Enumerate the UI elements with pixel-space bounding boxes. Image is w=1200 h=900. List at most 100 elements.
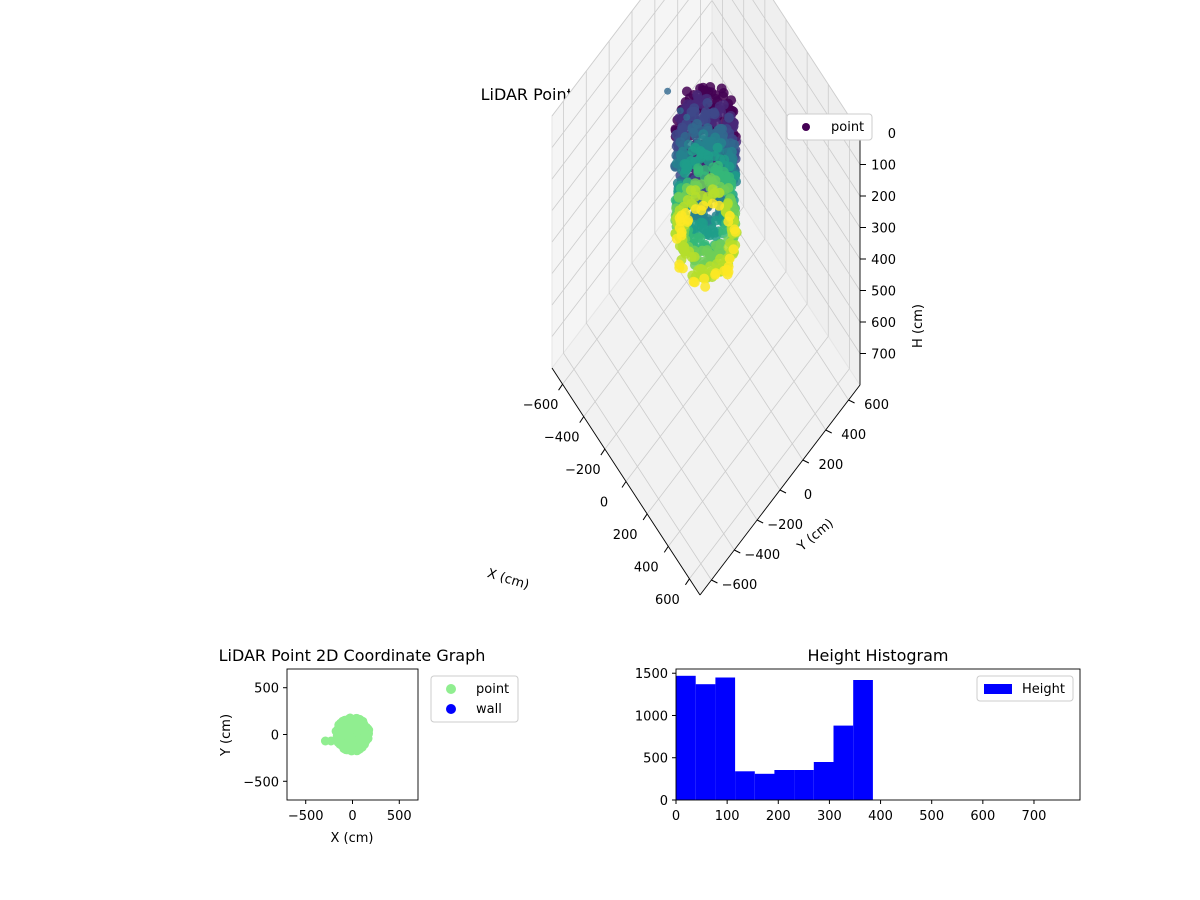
chart-3d-x-tick <box>579 416 585 423</box>
histogram-x-tick-label: 700 <box>1022 809 1047 824</box>
chart-3d-point <box>687 146 698 157</box>
chart-3d-legend: point <box>786 113 873 141</box>
chart-3d-grid-line <box>731 0 861 197</box>
chart-2d-outlier-point <box>331 735 341 745</box>
chart-3d-point <box>700 281 711 292</box>
chart-2d-y-tick-label: 500 <box>254 682 279 697</box>
chart-2d-point <box>331 726 341 736</box>
chart-3d-grid-line <box>711 0 861 228</box>
histogram-legend-label: Height <box>1022 682 1065 697</box>
chart-3d-outlier-point <box>676 107 684 115</box>
chart-2d-legend-label-wall: wall <box>476 702 502 717</box>
histogram-x-tick-label: 200 <box>766 809 791 824</box>
chart-3d-y-tick <box>779 489 787 494</box>
chart-3d-point <box>714 200 725 211</box>
chart-3d-point <box>710 269 721 280</box>
chart-3d-point <box>680 131 691 142</box>
chart-3d-point <box>696 205 707 216</box>
histogram-ticks: 0 100 200 300 400 500 600 700 0 500 1000 1500 <box>635 667 1046 824</box>
histogram-bar <box>833 725 854 800</box>
chart-2d-point <box>343 732 353 742</box>
chart-3d-grid-line <box>551 0 641 117</box>
chart-3d-point <box>724 112 734 123</box>
chart-3d-x-tick <box>558 383 563 391</box>
chart-3d-point <box>718 91 728 102</box>
chart-3d-grid-line <box>551 31 713 243</box>
chart-3d-points <box>664 82 742 292</box>
histogram-bar <box>715 677 736 800</box>
histogram-bar <box>774 770 795 800</box>
chart-2d-y-tick-label: 0 <box>271 729 279 744</box>
chart-3d-z-tick-label: 100 <box>871 159 896 174</box>
chart-3d-grid-line <box>551 0 713 211</box>
chart-3d-y-tick <box>711 579 718 584</box>
chart-3d-outlier-point <box>683 113 691 121</box>
chart-2d-legend-label-point: point <box>476 682 509 697</box>
chart-3d-y-tick-label: −400 <box>744 548 780 563</box>
chart-3d-x-tick-label: −600 <box>523 398 559 413</box>
chart-3d-z-tick-label: 500 <box>871 285 896 300</box>
chart-2d: LiDAR Point 2D Coordinate Graph −500 0 500… <box>219 646 519 846</box>
chart-3d-point <box>702 98 713 108</box>
histogram-bar <box>794 770 814 800</box>
chart-2d-x-tick-label: −500 <box>288 809 324 824</box>
chart-2d-legend-marker-point <box>446 684 456 694</box>
histogram-frame <box>675 668 1081 801</box>
chart-3d-grid-line <box>563 352 712 581</box>
chart-3d-x-tick <box>663 546 669 553</box>
chart-3d: LiDAR Point 3D Coordinate Graph −600−400… <box>481 0 926 608</box>
histogram-bars <box>676 675 873 800</box>
chart-3d-point <box>724 210 735 221</box>
histogram-bar <box>735 771 755 800</box>
chart-2d-title: LiDAR Point 2D Coordinate Graph <box>219 646 486 665</box>
chart-3d-point <box>718 225 729 235</box>
chart-3d-point <box>729 224 740 235</box>
chart-2d-point <box>358 734 368 744</box>
histogram-bar <box>695 684 716 800</box>
histogram-bar <box>853 680 873 800</box>
histogram-legend-box <box>976 675 1074 702</box>
histogram-x-tick-label: 500 <box>919 809 944 824</box>
chart-2d-points <box>320 713 374 756</box>
chart-3d-point <box>677 122 688 133</box>
chart-3d-point <box>699 273 710 284</box>
chart-3d-y-tick-label: 200 <box>818 458 843 473</box>
chart-3d-point <box>682 217 693 227</box>
chart-3d-grid-line <box>551 0 689 180</box>
chart-2d-x-tick-label: 0 <box>348 809 356 824</box>
chart-3d-z-tick-label: 400 <box>871 253 896 268</box>
chart-3d-y-tick <box>802 459 810 464</box>
chart-3d-z-tick-label: 0 <box>888 127 896 142</box>
chart-3d-legend-marker-point <box>802 123 810 131</box>
chart-2d-ticks: −500 0 500 −500 0 500 <box>243 682 411 824</box>
chart-2d-x-tick-label: 500 <box>387 809 412 824</box>
chart-2d-xlabel: X (cm) <box>331 831 374 846</box>
histogram-bar <box>676 675 696 800</box>
chart-3d-x-tick <box>600 448 606 456</box>
chart-3d-point <box>676 227 687 238</box>
chart-3d-x-tick-label: 400 <box>634 560 659 575</box>
chart-3d-z-tick-label: 300 <box>871 222 896 237</box>
chart-2d-ylabel: Y (cm) <box>219 714 234 757</box>
chart-3d-point <box>679 246 690 257</box>
histogram-y-tick-label: 500 <box>643 752 668 767</box>
chart-3d-legend-box <box>786 113 873 141</box>
chart-2d-point <box>351 743 361 753</box>
chart-3d-x-tick-label: 600 <box>655 593 680 608</box>
chart-3d-z-tick-label: 600 <box>871 316 896 331</box>
chart-3d-x-tick <box>621 481 627 488</box>
chart-3d-point <box>724 253 735 264</box>
chart-3d-x-tick-label: −400 <box>544 431 580 446</box>
histogram-bar <box>754 773 775 800</box>
chart-3d-legend-label-point: point <box>831 120 864 135</box>
histogram-legend: Height <box>976 675 1074 702</box>
chart-3d-x-tick-label: 200 <box>613 528 638 543</box>
chart-3d-y-tick-label: −600 <box>722 578 758 593</box>
chart-2d-point <box>346 722 355 732</box>
histogram-x-tick-label: 600 <box>970 809 995 824</box>
chart-3d-outlier-point <box>664 87 672 95</box>
chart-3d-y-tick-label: 600 <box>864 398 889 413</box>
chart-2d-y-tick-label: −500 <box>243 775 279 790</box>
chart-3d-grid-line <box>772 0 861 134</box>
